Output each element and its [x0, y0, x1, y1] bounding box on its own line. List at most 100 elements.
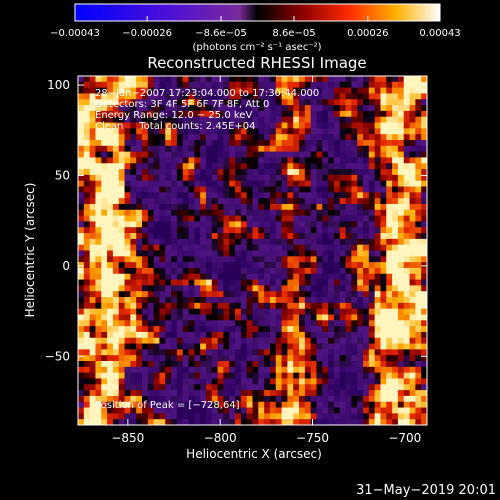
heatmap-cell [293, 238, 300, 246]
heatmap-cell [95, 238, 102, 246]
heatmap-cell [304, 326, 312, 333]
heatmap-cell [136, 163, 143, 170]
heatmap-cell [392, 233, 399, 240]
heatmap-cell [351, 227, 358, 234]
heatmap-cell [101, 308, 108, 315]
heatmap-cell [374, 302, 381, 310]
heatmap-cell [258, 407, 265, 414]
heatmap-cell [136, 308, 143, 315]
heatmap-cell [136, 291, 143, 298]
heatmap-cell [182, 198, 189, 205]
heatmap-cell [176, 233, 184, 240]
heatmap-cell [403, 331, 410, 339]
heatmap-cell [264, 407, 271, 414]
heatmap-cell [322, 291, 329, 298]
heatmap-cell [240, 366, 248, 374]
heatmap-cell [397, 302, 405, 310]
heatmap-cell [171, 169, 178, 176]
heatmap-cell [235, 326, 242, 333]
heatmap-cell [229, 186, 236, 193]
heatmap-cell [205, 174, 213, 182]
heatmap-cell [205, 163, 213, 170]
heatmap-cell [136, 349, 143, 356]
heatmap-cell [403, 116, 410, 123]
heatmap-cell [293, 139, 300, 147]
heatmap-cell [147, 209, 155, 216]
heatmap-cell [287, 297, 294, 304]
heatmap-cell [165, 128, 172, 135]
heatmap-cell [101, 372, 108, 379]
heatmap-cell [333, 314, 341, 321]
heatmap-cell [83, 116, 91, 123]
heatmap-cell [328, 244, 335, 251]
heatmap-cell [182, 157, 189, 164]
heatmap-cell [194, 413, 201, 420]
heatmap-cell [235, 384, 242, 391]
heatmap-cell [299, 337, 306, 344]
heatmap-cell [153, 273, 160, 280]
heatmap-cell [78, 407, 85, 414]
heatmap-cell [118, 244, 125, 251]
heatmap-cell [89, 203, 96, 211]
heatmap-cell [130, 308, 137, 315]
heatmap-cell [333, 401, 341, 408]
heatmap-cell [112, 145, 120, 153]
heatmap-cell [345, 331, 352, 339]
heatmap-cell [328, 256, 335, 263]
heatmap-cell [240, 390, 248, 397]
heatmap-cell [176, 105, 184, 112]
heatmap-cell [107, 209, 114, 216]
heatmap-cell [136, 337, 143, 344]
heatmap-cell [165, 163, 172, 170]
heatmap-cell [182, 87, 189, 94]
heatmap-cell [107, 267, 114, 275]
heatmap-cell [409, 250, 416, 257]
heatmap-cell [130, 279, 137, 286]
y-axis-label: Heliocentric Y (arcsec) [23, 183, 37, 318]
heatmap-cell [392, 314, 399, 321]
heatmap-cell [415, 297, 422, 304]
heatmap-cell [83, 256, 91, 263]
heatmap-cell [333, 151, 341, 158]
plot-frame [77, 75, 428, 426]
heatmap-cell [316, 238, 323, 246]
heatmap-cell [112, 378, 120, 385]
heatmap-cell [258, 320, 265, 327]
heatmap-cell [153, 233, 160, 240]
heatmap-cell [200, 99, 207, 106]
heatmap-cell [252, 273, 259, 280]
heatmap-cell [200, 331, 207, 339]
heatmap-cell [299, 221, 306, 228]
heatmap-cell [258, 378, 265, 385]
heatmap-cell [83, 227, 91, 234]
heatmap-cell [357, 384, 364, 391]
heatmap-cell [124, 93, 131, 100]
heatmap-cell [328, 180, 335, 187]
heatmap-cell [240, 314, 248, 321]
heatmap-cell [194, 407, 201, 414]
heatmap-cell [159, 279, 166, 286]
heatmap-cell [415, 116, 422, 123]
heatmap-cell [351, 285, 358, 292]
heatmap-cell [357, 285, 364, 292]
heatmap-cell [392, 227, 399, 234]
heatmap-cell [264, 256, 271, 263]
heatmap-cell [130, 419, 137, 426]
heatmap-cell [141, 384, 149, 391]
heatmap-cell [339, 267, 346, 275]
heatmap-cell [287, 81, 294, 89]
heatmap-cell [89, 122, 96, 129]
colorbar-tick-label: −8.6e−05 [195, 28, 247, 39]
heatmap-cell [136, 128, 143, 135]
heatmap-cell [281, 314, 288, 321]
heatmap-cell [392, 407, 399, 414]
heatmap-cell [333, 285, 341, 292]
heatmap-cell [188, 343, 195, 350]
heatmap-cell [380, 361, 387, 368]
heatmap-cell [339, 256, 346, 263]
heatmap-cell [194, 349, 201, 356]
heatmap-cell [345, 233, 352, 240]
heatmap-cell [287, 174, 294, 182]
heatmap-cell [281, 279, 288, 286]
heatmap-cell [188, 105, 195, 112]
